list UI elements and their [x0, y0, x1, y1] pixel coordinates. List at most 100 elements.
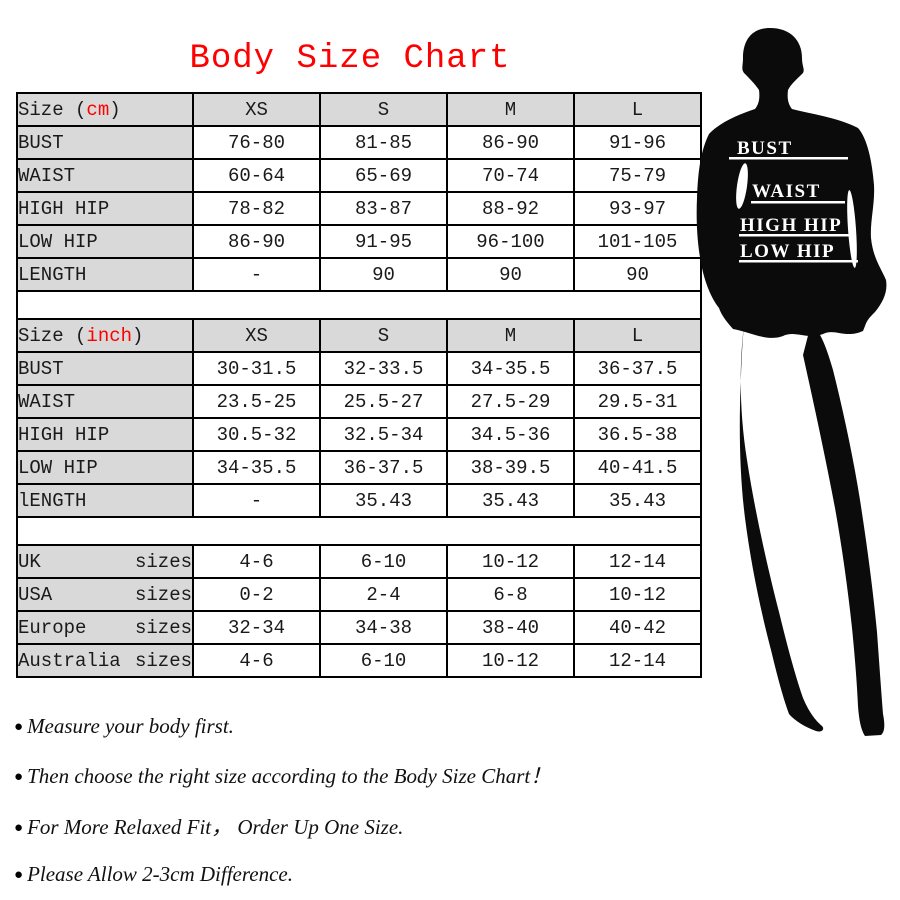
row-label: BUST	[16, 351, 194, 386]
region-name: UK	[18, 550, 41, 573]
table-row: Europe sizes 32-34 34-38 38-40 40-42	[16, 610, 702, 645]
column-header: L	[573, 318, 702, 353]
sizes-word: sizes	[134, 616, 192, 639]
high-hip-line	[739, 234, 852, 237]
table-row: WAIST 23.5-25 25.5-27 27.5-29 29.5-31	[16, 384, 702, 419]
cell: 6-10	[319, 544, 448, 579]
bullet-icon: ●	[14, 719, 24, 735]
table-row: LOW HIP 86-90 91-95 96-100 101-105	[16, 224, 702, 259]
cell: 10-12	[446, 643, 575, 678]
column-header: M	[446, 92, 575, 127]
sizes-word: sizes	[134, 649, 192, 672]
cell: 30.5-32	[192, 417, 321, 452]
low-hip-line	[739, 260, 858, 263]
cell: 32-34	[192, 610, 321, 645]
measurement-notes: ● Measure your body first. ● Then choose t…	[14, 714, 654, 900]
table-row: HIGH HIP 78-82 83-87 88-92 93-97	[16, 191, 702, 226]
cell: 6-8	[446, 577, 575, 612]
cell: 34-35.5	[446, 351, 575, 386]
cell: 90	[319, 257, 448, 292]
region-sizes-table: UK sizes 4-6 6-10 10-12 12-14 USA sizes 0-…	[16, 544, 702, 678]
note-text: Then choose the right size according to …	[27, 764, 552, 788]
cell: 91-95	[319, 224, 448, 259]
cell: 36-37.5	[573, 351, 702, 386]
column-header: L	[573, 92, 702, 127]
column-header: M	[446, 318, 575, 353]
bust-line	[729, 157, 848, 160]
cell: 86-90	[192, 224, 321, 259]
cell: 25.5-27	[319, 384, 448, 419]
sizes-word: sizes	[134, 550, 192, 573]
row-label: USA sizes	[16, 577, 194, 612]
silhouette-back-leg	[803, 324, 885, 736]
note-text: Measure your body first.	[27, 714, 234, 738]
region-name: Australia	[18, 649, 121, 672]
row-label: HIGH HIP	[16, 191, 194, 226]
row-label: BUST	[16, 125, 194, 160]
cell: 34.5-36	[446, 417, 575, 452]
note-text: For More Relaxed Fit， Order Up One Size.	[27, 815, 404, 839]
cell: 60-64	[192, 158, 321, 193]
size-label: Size (	[18, 98, 87, 121]
cell: 32.5-34	[319, 417, 448, 452]
bullet-icon: ●	[14, 867, 24, 883]
cell: 70-74	[446, 158, 575, 193]
cell: -	[192, 257, 321, 292]
note-line: ● Please Allow 2-3cm Difference.	[14, 862, 654, 887]
size-inch-header: Size (inch)	[16, 318, 194, 353]
cell: 10-12	[573, 577, 702, 612]
table-row: lENGTH - 35.43 35.43 35.43	[16, 483, 702, 518]
table-row: HIGH HIP 30.5-32 32.5-34 34.5-36 36.5-38	[16, 417, 702, 452]
cell: 38-40	[446, 610, 575, 645]
cell: 93-97	[573, 191, 702, 226]
cell: 76-80	[192, 125, 321, 160]
table-row: UK sizes 4-6 6-10 10-12 12-14	[16, 544, 702, 579]
cell: 38-39.5	[446, 450, 575, 485]
cell: 23.5-25	[192, 384, 321, 419]
cell: -	[192, 483, 321, 518]
cell: 101-105	[573, 224, 702, 259]
column-header: XS	[192, 92, 321, 127]
row-label: WAIST	[16, 158, 194, 193]
cell: 90	[446, 257, 575, 292]
spacer-row	[16, 290, 702, 320]
cell: 75-79	[573, 158, 702, 193]
arm-gap-left	[736, 163, 748, 209]
note-line: ● For More Relaxed Fit， Order Up One Size…	[14, 811, 654, 841]
cell: 88-92	[446, 191, 575, 226]
spacer-row	[16, 516, 702, 546]
size-unit: cm	[86, 98, 110, 121]
note-line: ● Then choose the right size according to…	[14, 760, 654, 790]
note-line: ● Measure your body first.	[14, 714, 654, 739]
row-label: Europe sizes	[16, 610, 194, 645]
size-label-close: )	[109, 98, 121, 121]
cell: 91-96	[573, 125, 702, 160]
cell: 65-69	[319, 158, 448, 193]
size-tables: Size (cm) XS S M L BUST 76-80 81-85 86-9…	[16, 92, 702, 678]
column-header: XS	[192, 318, 321, 353]
table-header-row: Size (inch) XS S M L	[16, 318, 702, 353]
cell: 29.5-31	[573, 384, 702, 419]
cell: 27.5-29	[446, 384, 575, 419]
table-row: BUST 30-31.5 32-33.5 34-35.5 36-37.5	[16, 351, 702, 386]
column-header: S	[319, 318, 448, 353]
cell: 81-85	[319, 125, 448, 160]
row-label: LENGTH	[16, 257, 194, 292]
size-unit: inch	[86, 324, 133, 347]
cell: 83-87	[319, 191, 448, 226]
cell: 35.43	[446, 483, 575, 518]
row-label: LOW HIP	[16, 450, 194, 485]
cell: 35.43	[573, 483, 702, 518]
cell: 36-37.5	[319, 450, 448, 485]
size-label-close: )	[132, 324, 144, 347]
cell: 6-10	[319, 643, 448, 678]
row-label: HIGH HIP	[16, 417, 194, 452]
bullet-icon: ●	[14, 820, 24, 836]
cell: 4-6	[192, 544, 321, 579]
cell: 40-42	[573, 610, 702, 645]
sizes-word: sizes	[134, 583, 192, 606]
cell: 35.43	[319, 483, 448, 518]
row-label: LOW HIP	[16, 224, 194, 259]
silhouette-svg: BUST WAIST HIGH HIP LOW HIP	[696, 28, 887, 736]
row-label: WAIST	[16, 384, 194, 419]
